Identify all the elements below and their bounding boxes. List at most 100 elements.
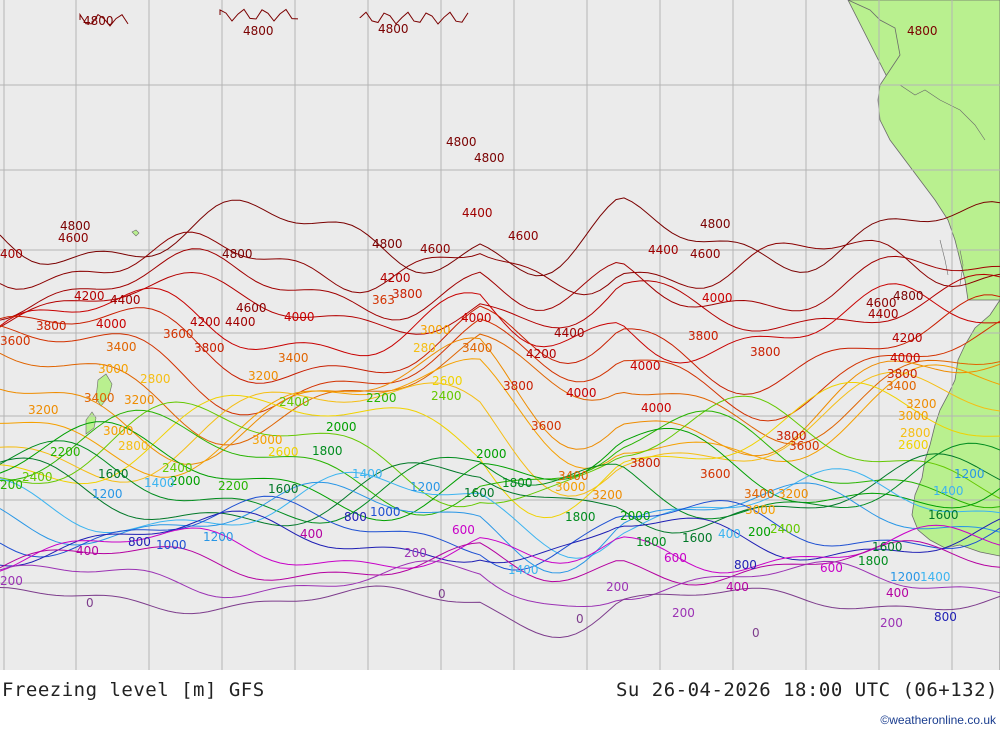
contour-1800 bbox=[0, 440, 1000, 524]
contour-4600 bbox=[0, 231, 1000, 296]
contour-label: 200 bbox=[404, 546, 427, 560]
contour-label: 3800 bbox=[887, 367, 918, 381]
contour-label: 3800 bbox=[630, 456, 661, 470]
contour-label: 4400 bbox=[225, 315, 256, 329]
contour-label: 2400 bbox=[22, 470, 53, 484]
contour-label: 800 bbox=[344, 510, 367, 524]
contour-label: 4800 bbox=[83, 14, 114, 28]
contour-label: 2400 bbox=[431, 389, 462, 403]
contour-label: 400 bbox=[76, 544, 99, 558]
contour-label: 2400 bbox=[279, 395, 310, 409]
contour-label: 363 bbox=[372, 293, 395, 307]
contour-label: 3200 bbox=[248, 369, 279, 383]
contour-label: 200 bbox=[0, 574, 23, 588]
contour-label: 3800 bbox=[194, 341, 225, 355]
contour-label: 3000 bbox=[898, 409, 929, 423]
contour-label: 4000 bbox=[890, 351, 921, 365]
contour-label: 200 bbox=[880, 616, 903, 630]
contour-label: 2000 bbox=[326, 420, 357, 434]
contour-label: 1600 bbox=[682, 531, 713, 545]
contour-4800-fragment bbox=[219, 8, 299, 22]
map-footer: Freezing level [m] GFS Su 26-04-2026 18:… bbox=[0, 670, 1000, 733]
contour-label: 0 bbox=[576, 612, 584, 626]
contour-2200 bbox=[0, 409, 1000, 516]
contour-3000 bbox=[0, 358, 1000, 478]
contour-label: 4800 bbox=[372, 237, 403, 251]
contour-label: 4800 bbox=[378, 22, 409, 36]
contour-label: 400 bbox=[886, 586, 909, 600]
contour-lines bbox=[0, 8, 1000, 639]
contour-label: 4000 bbox=[284, 310, 315, 324]
contour-label: 3000 bbox=[98, 362, 129, 376]
contour-label: 3200 bbox=[778, 487, 809, 501]
contour-label: 1600 bbox=[98, 467, 129, 481]
contour-label: 1200 bbox=[410, 480, 441, 494]
contour-label: 1000 bbox=[156, 538, 187, 552]
contour-4000 bbox=[0, 283, 1000, 364]
contour-label: 4600 bbox=[58, 231, 89, 245]
credit-link[interactable]: ©weatheronline.co.uk bbox=[880, 713, 996, 727]
contour-label: 3400 bbox=[558, 469, 589, 483]
contour-label: 3600 bbox=[789, 439, 820, 453]
contour-label: 3000 bbox=[555, 480, 586, 494]
contour-label: 0 bbox=[86, 596, 94, 610]
contour-label: 3400 bbox=[886, 379, 917, 393]
contour-label: 2800 bbox=[900, 426, 931, 440]
contour-label: 4000 bbox=[630, 359, 661, 373]
contour-label: 4200 bbox=[380, 271, 411, 285]
contour-label: 3400 bbox=[278, 351, 309, 365]
contour-label: 1600 bbox=[928, 508, 959, 522]
island bbox=[95, 373, 113, 407]
contour-label: 800 bbox=[128, 535, 151, 549]
contour-label: 1400 bbox=[933, 484, 964, 498]
contour-label: 1800 bbox=[312, 444, 343, 458]
contour-label: 1400 bbox=[508, 563, 539, 577]
contour-3800 bbox=[0, 294, 1000, 395]
contour-label: 4400 bbox=[868, 307, 899, 321]
contour-2400 bbox=[0, 395, 1000, 508]
contour-label: 600 bbox=[664, 551, 687, 565]
contour-3200 bbox=[0, 337, 1000, 465]
contour-label: 400 bbox=[300, 527, 323, 541]
island bbox=[131, 229, 140, 237]
contour-label: 1200 bbox=[890, 570, 921, 584]
contour-label: 3400 bbox=[462, 341, 493, 355]
contour-label: 3000 bbox=[745, 503, 776, 517]
contour-label: 4800 bbox=[474, 151, 505, 165]
contour-label: 4600 bbox=[690, 247, 721, 261]
contour-label: 4400 bbox=[648, 243, 679, 257]
contour-label: 4000 bbox=[566, 386, 597, 400]
contour-label: 3800 bbox=[392, 287, 423, 301]
contour-label: 3800 bbox=[688, 329, 719, 343]
contour-label: 200 bbox=[606, 580, 629, 594]
contour-label: 4800 bbox=[700, 217, 731, 231]
contour-label: 4600 bbox=[866, 296, 897, 310]
south-america-land-north bbox=[847, 0, 1000, 301]
contour-label: 4400 bbox=[110, 293, 141, 307]
contour-label: 3800 bbox=[36, 319, 67, 333]
contour-label: 4200 bbox=[190, 315, 221, 329]
contour-label: 2800 bbox=[140, 372, 171, 386]
contour-label: 800 bbox=[734, 558, 757, 572]
contour-200 bbox=[0, 560, 1000, 608]
contour-label: 4200 bbox=[74, 289, 105, 303]
contour-label: 4200 bbox=[892, 331, 923, 345]
contour-label: 2600 bbox=[268, 445, 299, 459]
contour-1000 bbox=[0, 495, 1000, 571]
contour-label: 4800 bbox=[907, 24, 938, 38]
contour-label: 800 bbox=[934, 610, 957, 624]
contour-label: 4400 bbox=[554, 326, 585, 340]
contour-4800-fragment bbox=[79, 12, 129, 27]
contour-label: 200 bbox=[748, 525, 771, 539]
contour-label: 4800 bbox=[893, 289, 924, 303]
contour-label: 1800 bbox=[858, 554, 889, 568]
contour-label: 3400 bbox=[84, 391, 115, 405]
contour-label: 2000 bbox=[170, 474, 201, 488]
contour-label: 2000 bbox=[620, 509, 651, 523]
contour-label: 4800 bbox=[243, 24, 274, 38]
contour-label: 3400 bbox=[744, 487, 775, 501]
contour-1400 bbox=[0, 468, 1000, 559]
contour-label: 3600 bbox=[700, 467, 731, 481]
contour-0 bbox=[0, 585, 1000, 639]
